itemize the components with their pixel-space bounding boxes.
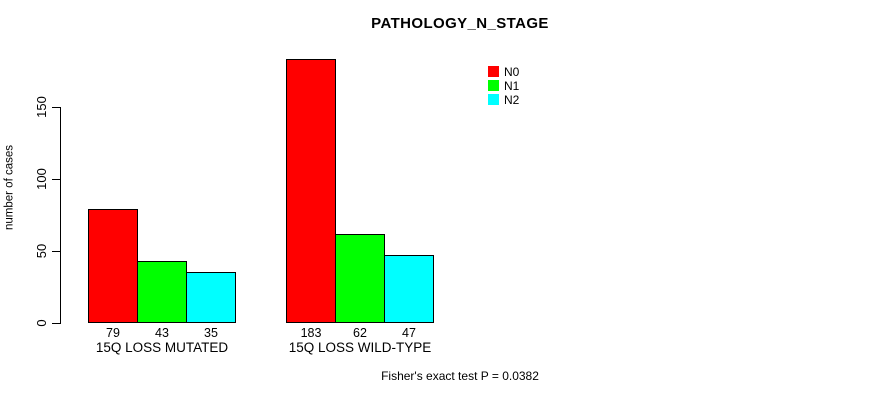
y-axis-tick	[52, 178, 60, 180]
y-axis-tick-label: 50	[34, 243, 49, 259]
legend-swatch-n0	[488, 66, 499, 77]
bar-n2-group0	[186, 272, 236, 323]
bar-value-label: 79	[106, 326, 120, 340]
bar-value-label: 43	[155, 326, 169, 340]
y-axis-tick	[52, 106, 60, 108]
bar-n0-group0	[88, 209, 138, 323]
bar-n0-group1	[286, 58, 336, 323]
y-axis-tick	[52, 250, 60, 252]
group-label: 15Q LOSS MUTATED	[95, 340, 229, 355]
y-axis-tick-label: 0	[34, 319, 49, 327]
bar-value-label: 47	[402, 326, 416, 340]
annotation-text: Fisher's exact test P = 0.0382	[381, 369, 539, 383]
bar-value-label: 35	[204, 326, 218, 340]
legend-label-n2: N2	[504, 93, 520, 107]
bar-n2-group1	[384, 255, 434, 323]
legend-swatch-n2	[488, 94, 499, 105]
bar-n1-group1	[335, 233, 385, 323]
bar-n1-group0	[137, 260, 187, 323]
bar-value-label: 183	[300, 326, 322, 340]
chart-title: PATHOLOGY_N_STAGE	[371, 15, 549, 32]
bar-value-label: 62	[353, 326, 367, 340]
y-axis-line	[60, 106, 61, 324]
legend-swatch-n1	[488, 80, 499, 91]
y-axis-tick	[52, 323, 60, 324]
y-axis-tick-label: 150	[34, 95, 49, 118]
legend-label-n1: N1	[504, 79, 520, 93]
y-axis-tick-label: 100	[34, 167, 49, 190]
legend-label-n0: N0	[504, 65, 520, 79]
group-label: 15Q LOSS WILD-TYPE	[288, 340, 432, 355]
